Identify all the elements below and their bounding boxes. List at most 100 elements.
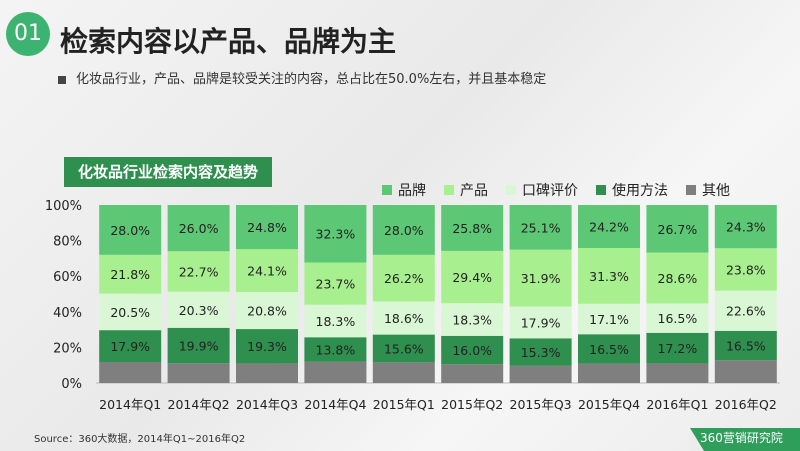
- legend-item: 产品: [444, 180, 488, 200]
- data-label: 18.3%: [452, 313, 492, 328]
- legend-item: 其他: [686, 180, 730, 200]
- bar-segment: [372, 362, 435, 383]
- bar-segment: [578, 334, 640, 364]
- bar-segment: [304, 262, 367, 305]
- bar-segment: [167, 291, 230, 328]
- data-label: 26.0%: [179, 221, 219, 236]
- data-label: 32.3%: [316, 227, 356, 242]
- x-tick-label: 2016年Q2: [715, 397, 777, 412]
- data-label: 24.2%: [589, 220, 629, 235]
- bar-segment: [236, 205, 298, 250]
- legend-item: 口碑评价: [506, 180, 578, 200]
- data-label: 16.5%: [589, 342, 629, 357]
- data-label: 26.7%: [658, 222, 698, 237]
- data-label: 16.5%: [658, 311, 698, 326]
- x-tick-label: 2014年Q3: [236, 397, 298, 412]
- bar-segment: [714, 330, 777, 361]
- data-label: 31.3%: [589, 269, 629, 284]
- page-title: 检索内容以产品、品牌为主: [60, 25, 397, 58]
- bar-segment: [99, 293, 162, 331]
- data-label: 25.1%: [521, 220, 561, 235]
- legend-swatch: [686, 185, 696, 195]
- x-tick-label: 2014年Q1: [99, 397, 161, 412]
- bar-segment: [372, 334, 435, 363]
- bar-segment: [714, 248, 777, 291]
- footer-bar: [690, 428, 800, 451]
- y-tick-label: 20%: [53, 341, 82, 356]
- y-tick-label: 0%: [61, 377, 82, 392]
- bar-segment: [441, 335, 504, 365]
- legend-label: 口碑评价: [522, 183, 578, 199]
- subtitle-text: 化妆品行业，产品、品牌是较受关注的内容，总占比在50.0%左右，并且基本稳定: [76, 72, 547, 87]
- bar-segment: [714, 360, 777, 383]
- legend-swatch: [444, 185, 454, 195]
- data-label: 17.1%: [589, 312, 629, 327]
- data-label: 20.5%: [110, 305, 150, 320]
- legend-item: 品牌: [382, 180, 426, 200]
- y-tick-label: 60%: [53, 270, 82, 285]
- data-label: 20.8%: [247, 304, 287, 319]
- data-label: 24.3%: [726, 220, 766, 235]
- bar-segment: [441, 250, 504, 304]
- data-label: 19.3%: [247, 339, 287, 354]
- bar-segment: [236, 329, 298, 364]
- x-tick-label: 2015年Q4: [578, 397, 640, 412]
- bar-segment: [509, 205, 572, 250]
- data-label: 18.3%: [316, 314, 356, 329]
- data-label: 31.9%: [521, 271, 561, 286]
- data-label: 28.0%: [384, 223, 424, 238]
- bar-segment: [304, 304, 367, 338]
- bar-segment: [99, 361, 162, 383]
- data-label: 24.8%: [247, 220, 287, 235]
- bar-segment: [509, 338, 572, 366]
- legend-swatch: [506, 185, 516, 195]
- legend-label: 产品: [460, 183, 488, 199]
- data-label: 20.3%: [179, 303, 219, 318]
- data-label: 23.7%: [316, 277, 356, 292]
- data-label: 25.8%: [452, 221, 492, 236]
- bar-segment: [646, 252, 709, 304]
- chart-title-tag: 化妆品行业检索内容及趋势: [64, 157, 273, 187]
- data-label: 13.8%: [316, 343, 356, 358]
- bar-segment: [167, 363, 230, 383]
- bar-segment: [99, 205, 162, 255]
- source-note: Source：360大数据，2014年Q1~2016年Q2: [34, 434, 246, 445]
- bar-segment: [646, 205, 709, 253]
- bar-segment: [167, 327, 230, 364]
- section-number-badge: 01: [6, 12, 50, 56]
- legend-swatch: [596, 185, 606, 195]
- bar-segment: [646, 332, 709, 364]
- data-label: 24.1%: [247, 264, 287, 279]
- bar-segment: [441, 205, 504, 251]
- bar-segment: [509, 249, 572, 307]
- bar-segment: [509, 306, 572, 339]
- subtitle-line: 化妆品行业，产品、品牌是较受关注的内容，总占比在50.0%左右，并且基本稳定: [58, 68, 546, 87]
- legend-item: 使用方法: [596, 180, 668, 200]
- data-label: 17.9%: [110, 339, 150, 354]
- y-tick-label: 100%: [45, 199, 82, 214]
- y-tick-label: 40%: [53, 306, 82, 321]
- x-tick-label: 2015年Q2: [441, 397, 503, 412]
- data-label: 16.0%: [452, 343, 492, 358]
- bar-segment: [372, 254, 435, 302]
- data-label: 17.9%: [521, 315, 561, 330]
- bar-segment: [304, 205, 367, 263]
- legend-label: 其他: [702, 183, 730, 199]
- data-label: 16.5%: [726, 339, 766, 354]
- bar-segment: [441, 364, 504, 383]
- data-label: 15.3%: [521, 345, 561, 360]
- bar-segment: [509, 365, 572, 383]
- x-tick-label: 2014年Q2: [168, 397, 230, 412]
- bar-segment: [167, 205, 230, 252]
- data-label: 28.6%: [658, 271, 698, 286]
- bar-segment: [99, 254, 162, 294]
- data-label: 21.8%: [110, 267, 150, 282]
- bar-segment: [99, 330, 162, 362]
- bar-segment: [578, 248, 640, 304]
- bar-segment: [646, 363, 709, 383]
- footer-logo: 360营销研究院: [700, 431, 783, 445]
- data-label: 26.2%: [384, 271, 424, 286]
- bar-segment: [167, 251, 230, 292]
- bar-segment: [578, 363, 640, 383]
